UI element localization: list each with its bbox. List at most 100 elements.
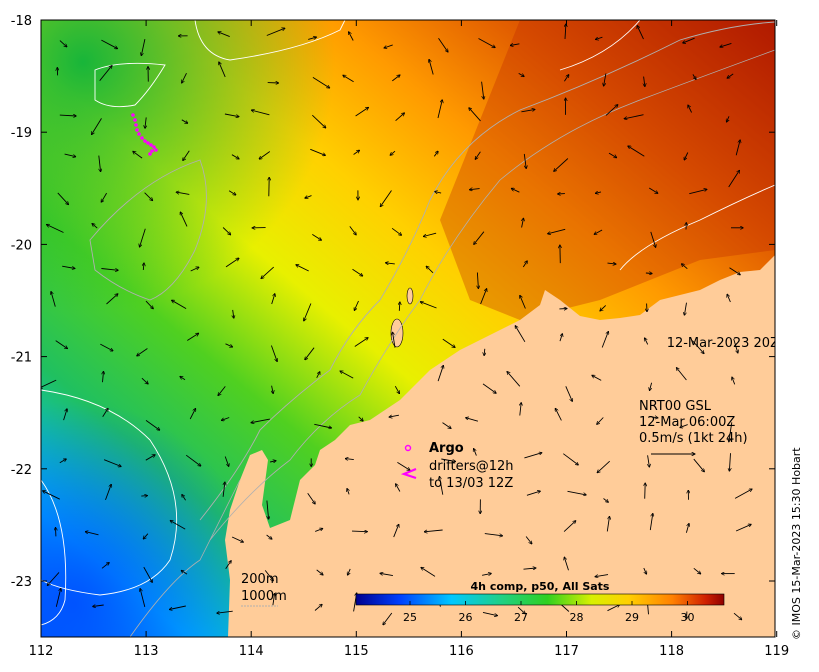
colorbar-title: 4h comp, p50, All Sats [471, 580, 610, 593]
current-vector [469, 189, 480, 190]
current-vector [389, 415, 399, 417]
current-vector [548, 228, 566, 234]
current-vector [645, 338, 649, 345]
current-vector [564, 557, 569, 571]
current-vector [100, 343, 113, 351]
contour-200m [129, 479, 241, 637]
current-vector [437, 100, 442, 119]
current-vector [354, 300, 359, 311]
current-vector [522, 261, 527, 268]
current-vector [85, 532, 99, 536]
y-tick-label: -20 [11, 238, 32, 253]
current-vector [511, 188, 520, 193]
current-vector [169, 605, 186, 610]
current-vector [729, 422, 733, 442]
current-vector [592, 375, 602, 381]
current-vector [482, 383, 496, 393]
current-vector [526, 491, 541, 496]
y-tick-label: -18 [11, 14, 32, 29]
current-vector [480, 289, 487, 305]
current-vector [420, 302, 437, 309]
current-vector [393, 524, 399, 538]
current-vector [393, 332, 396, 348]
current-vector [395, 113, 405, 122]
current-vector [345, 459, 354, 460]
current-vector [233, 309, 234, 318]
current-vector [141, 39, 146, 56]
current-vector [222, 482, 225, 497]
current-vector [340, 371, 354, 379]
current-source: NRT00 GSL [639, 399, 712, 414]
current-vector [397, 462, 410, 470]
current-vector [145, 455, 155, 461]
current-vector [266, 28, 285, 36]
colorbar-tick-label: 28 [570, 611, 584, 624]
x-axis: 112 113 114 115 116 117 118 119 [29, 20, 789, 659]
current-vector [59, 40, 67, 47]
current-vector [525, 536, 532, 544]
current-vector [477, 272, 478, 289]
current-vector [251, 110, 270, 116]
current-vector [348, 568, 351, 575]
current-vector [312, 234, 321, 240]
current-vector [308, 37, 316, 40]
current-vector [57, 192, 69, 205]
current-vector [102, 408, 108, 418]
current-vector [510, 44, 520, 46]
current-vector [183, 150, 190, 161]
current-vector [315, 529, 323, 532]
current-vector [474, 231, 485, 245]
current-vector [304, 303, 312, 322]
current-vector [51, 292, 56, 307]
current-vector [466, 418, 479, 422]
y-tick-label: -23 [11, 575, 32, 590]
current-vector [101, 39, 117, 49]
current-vector [442, 338, 455, 347]
current-vector [606, 516, 609, 532]
x-tick-label: 112 [29, 644, 54, 659]
contour-1000m [559, 20, 641, 71]
current-vector [218, 32, 230, 38]
current-vector [101, 563, 109, 569]
current-vector [565, 24, 566, 40]
current-vector [732, 377, 736, 385]
current-vector [474, 449, 477, 456]
current-vector [680, 424, 688, 428]
current-vector [305, 195, 312, 199]
current-vector [607, 605, 620, 612]
current-vector [43, 491, 60, 500]
contour-1000m [194, 20, 346, 61]
current-vector [141, 377, 148, 384]
current-vector [270, 461, 276, 462]
current-vector [475, 151, 481, 160]
current-vector [564, 75, 568, 82]
drifters-label: drifters@12h [429, 459, 514, 474]
islet [406, 287, 414, 305]
current-vector [181, 119, 188, 124]
current-vector [218, 386, 226, 395]
current-vector [555, 408, 562, 421]
current-vector [441, 458, 455, 462]
current-vector [693, 567, 701, 574]
current-vector [383, 612, 393, 625]
current-vector [597, 460, 611, 473]
current-vector [231, 154, 239, 159]
current-vector [228, 190, 236, 195]
current-vector [437, 365, 443, 382]
current-vector [600, 305, 607, 311]
x-tick-label: 113 [134, 644, 159, 659]
current-vector [563, 453, 578, 465]
current-vector [310, 148, 325, 155]
current-vector [141, 496, 147, 497]
current-vector [729, 453, 730, 471]
x-tick-label: 118 [659, 644, 684, 659]
current-vector [650, 231, 656, 248]
current-vector [59, 459, 67, 464]
current-vector [296, 265, 309, 272]
current-vector [145, 117, 146, 128]
contour-1000m [619, 184, 775, 271]
current-vector [720, 42, 732, 47]
current-vector [316, 569, 323, 575]
current-vector [47, 225, 64, 233]
current-vector [316, 372, 320, 379]
